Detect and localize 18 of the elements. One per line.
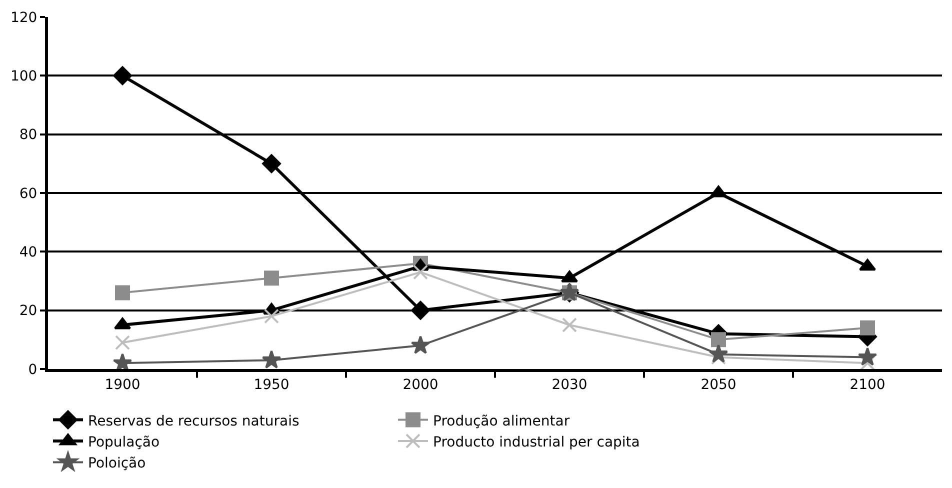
y-tick-label: 0 [28, 362, 38, 378]
legend-label: Produção alimentar [433, 413, 570, 430]
y-tick-label: 120 [10, 10, 38, 26]
y-tick-label: 60 [19, 186, 38, 202]
x-tick-label: 2050 [700, 376, 736, 393]
y-tick-label: 40 [19, 244, 38, 261]
legend-label: População [88, 434, 160, 450]
y-tick-label: 20 [19, 303, 38, 320]
legend-label: Producto industrial per capita [433, 434, 640, 450]
x-tick-label: 2030 [552, 376, 588, 393]
x-tick-label: 1900 [104, 376, 140, 393]
legend-label: Reservas de recursos naturais [88, 413, 300, 430]
x-tick-label: 1950 [254, 376, 290, 393]
y-tick-label: 80 [19, 127, 38, 144]
x-tick-label: 2100 [850, 376, 886, 393]
legend-label: Poloição [88, 456, 146, 472]
x-tick-label: 2000 [402, 376, 438, 393]
y-tick-label: 100 [10, 68, 38, 85]
